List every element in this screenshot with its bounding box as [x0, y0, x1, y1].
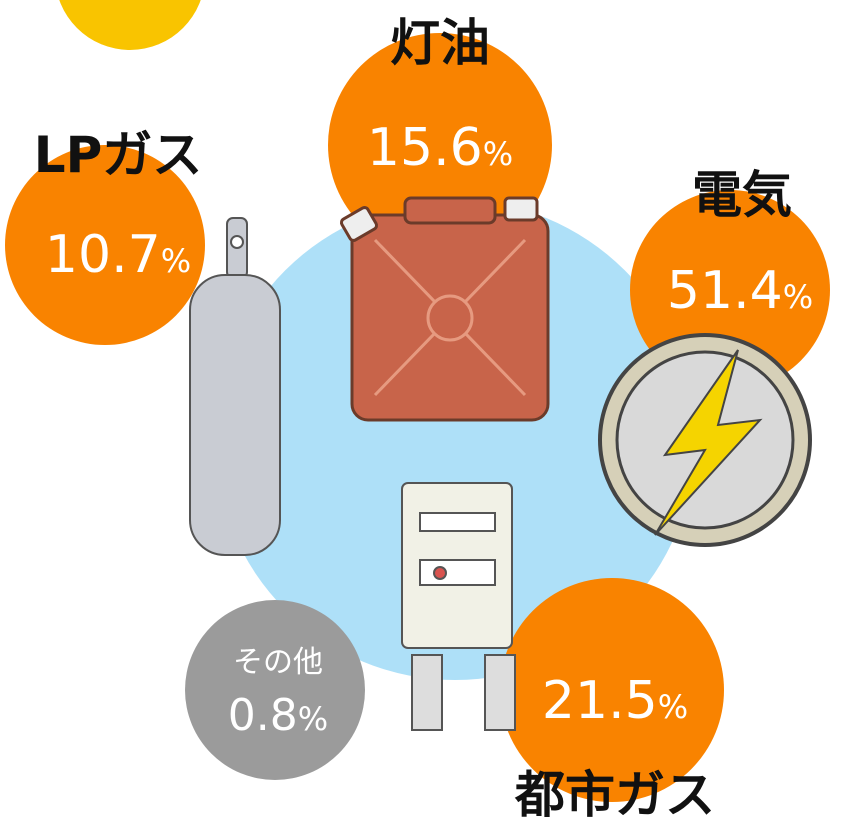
node-label: その他 — [233, 645, 323, 680]
electric-icon — [600, 335, 810, 545]
unit: % — [783, 278, 813, 316]
decor-circle — [55, 0, 205, 50]
value: 0.8 — [228, 690, 298, 741]
jerry-can-icon — [340, 198, 548, 420]
unit: % — [483, 135, 513, 173]
unit: % — [658, 688, 688, 726]
unit: % — [298, 700, 328, 738]
unit: % — [161, 242, 191, 280]
value: 10.7 — [45, 225, 161, 285]
value: 15.6 — [367, 118, 483, 178]
value: 21.5 — [542, 671, 658, 731]
gas-cylinder-icon — [190, 218, 280, 555]
gas-meter-icon — [402, 483, 515, 730]
node-label: 都市ガス — [514, 766, 715, 824]
node-label: LPガス — [34, 126, 203, 184]
page: {"nodes": [ {"label": "灯油", "value": "15… — [0, 0, 852, 825]
value: 51.4 — [667, 261, 783, 321]
infographic: 灯油 15.6% LPガス 10.7% 電気 51.4% 都市ガス 21.5% … — [0, 0, 852, 825]
node-label: 電気 — [692, 166, 792, 224]
node-label: 灯油 — [390, 14, 490, 72]
